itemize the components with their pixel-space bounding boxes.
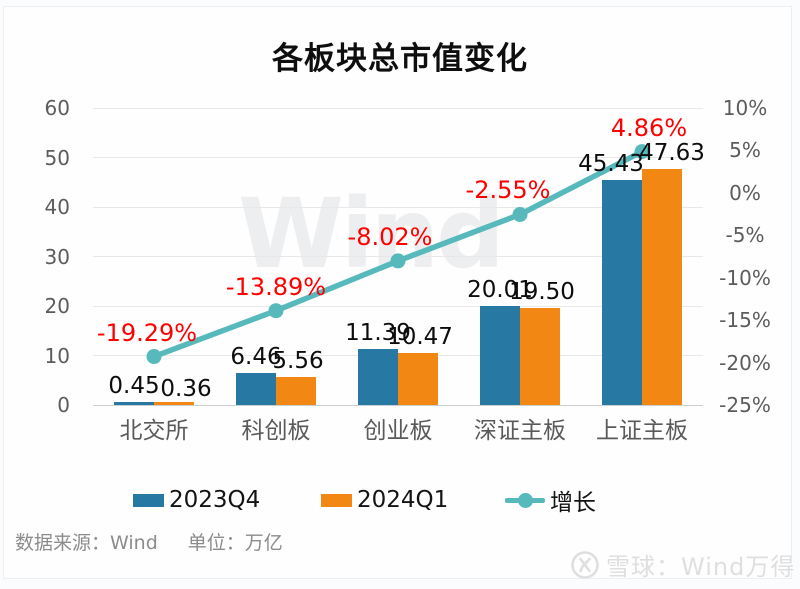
gridline (93, 157, 703, 158)
bar-2023q4 (358, 349, 398, 405)
legend-swatch-2023q4 (133, 493, 164, 507)
legend-swatch-2024q1 (321, 493, 352, 507)
gridline (93, 404, 703, 406)
right-axis-tick: 10% (722, 96, 768, 120)
line-marker (634, 144, 650, 160)
left-axis-tick: 60 (44, 96, 70, 120)
category-label: 创业板 (363, 418, 433, 444)
footer-note: 数据来源：Wind 单位：万亿 (15, 530, 283, 556)
growth-percent-label: -8.02% (347, 222, 433, 251)
bar-2024q1 (642, 169, 682, 405)
bar-2023q4 (236, 373, 276, 405)
bar-2024q1 (154, 402, 194, 405)
gridline (93, 305, 703, 307)
left-axis-tick: 50 (44, 145, 70, 170)
legend: 2023Q4 2024Q1 增长 (0, 485, 800, 516)
gridline (93, 206, 703, 208)
value-label-2023q4: 0.45 (108, 373, 160, 399)
bar-2024q1 (520, 308, 560, 405)
category-label: 北交所 (119, 418, 189, 444)
value-label-2024q1: 47.63 (639, 140, 705, 166)
left-axis-tick: 40 (44, 195, 70, 219)
value-label-2023q4: 6.46 (230, 344, 282, 370)
legend-label-2023q4: 2023Q4 (169, 487, 261, 513)
line-marker (512, 206, 528, 222)
legend-item-2024q1: 2024Q1 (321, 485, 448, 515)
legend-label-growth: 增长 (550, 490, 596, 516)
category-label: 上证主板 (596, 418, 688, 444)
left-axis-tick: 10 (44, 343, 70, 368)
left-axis-tick: 0 (57, 393, 70, 417)
right-axis-tick: -15% (719, 308, 771, 333)
bar-2023q4 (480, 306, 520, 405)
line-marker (268, 303, 284, 319)
bar-2024q1 (276, 377, 316, 405)
right-axis-tick: -20% (719, 350, 771, 375)
gridline (93, 107, 703, 109)
unit-label: 单位：万亿 (187, 532, 283, 554)
line-marker (390, 253, 406, 269)
value-label-2023q4: 45.43 (578, 151, 644, 177)
right-axis-tick: 5% (729, 138, 761, 163)
category-label: 科创板 (241, 418, 311, 444)
left-axis-tick: 30 (44, 244, 70, 269)
value-label-2023q4: 11.39 (345, 320, 411, 346)
value-label-2024q1: 10.47 (387, 324, 453, 350)
growth-percent-label: 4.86% (610, 113, 688, 142)
value-label-2023q4: 20.01 (467, 277, 533, 303)
legend-item-2023q4: 2023Q4 (133, 485, 260, 515)
value-label-2024q1: 19.50 (509, 279, 575, 305)
brand-text: 雪球：Wind万得 (606, 553, 796, 581)
growth-percent-label: -2.55% (465, 176, 551, 205)
right-axis-tick: -5% (725, 223, 765, 248)
legend-swatch-growth (505, 485, 545, 515)
bar-2023q4 (602, 180, 642, 405)
legend-item-growth: 增长 (505, 485, 596, 516)
bar-2023q4 (114, 402, 154, 405)
line-marker (146, 349, 162, 365)
category-label: 深证主板 (474, 418, 566, 444)
right-axis-tick: -10% (719, 265, 771, 290)
data-source-label: 数据来源：Wind (15, 532, 158, 554)
bar-2024q1 (398, 353, 438, 405)
brand-watermark: 雪球：Wind万得 (570, 547, 795, 582)
growth-percent-label: -13.89% (225, 272, 327, 301)
chart-title: 各板块总市值变化 (272, 41, 528, 77)
right-axis-tick: -25% (719, 393, 771, 417)
value-label-2024q1: 5.56 (272, 348, 324, 374)
value-label-2024q1: 0.36 (160, 376, 212, 402)
left-axis-tick: 20 (44, 294, 70, 318)
right-axis-tick: 0% (729, 180, 761, 205)
growth-percent-label: -19.29% (96, 318, 198, 347)
legend-label-2024q1: 2024Q1 (357, 487, 449, 513)
xueqiu-snowball-icon (571, 550, 599, 579)
